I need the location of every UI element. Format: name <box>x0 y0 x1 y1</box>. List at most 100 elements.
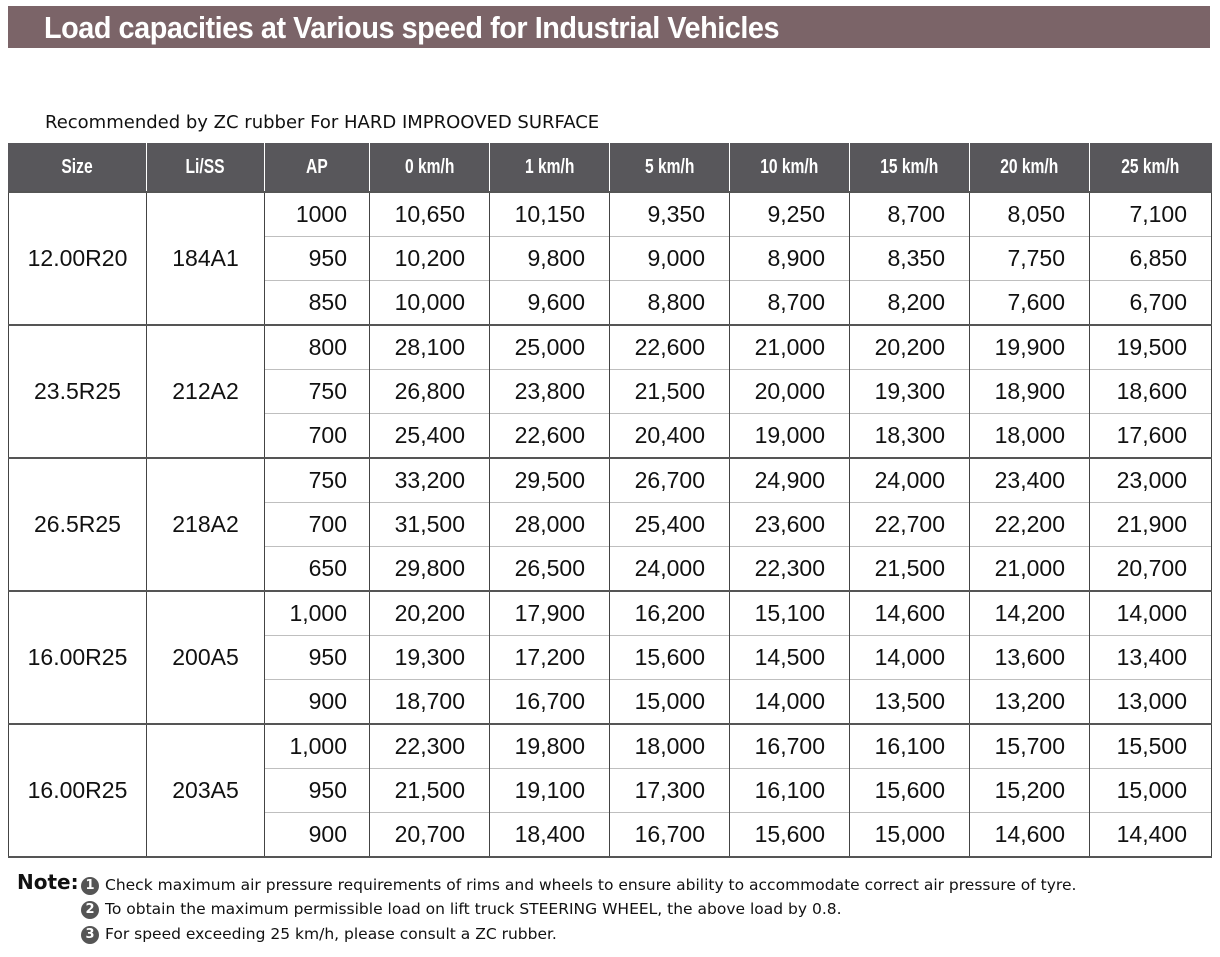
load-value-cell: 14,400 <box>1089 812 1212 858</box>
load-value-cell: 19,300 <box>849 369 970 414</box>
load-value-cell: 7,600 <box>969 280 1090 325</box>
size-cell: 16.00R25 <box>8 723 147 858</box>
liss-cell: 184A1 <box>146 191 265 326</box>
load-value-cell: 20,700 <box>369 812 490 858</box>
ap-cell: 800 <box>264 324 370 370</box>
table-row: 900 18,700 16,700 15,000 14,000 13,500 13,200 1… <box>9 679 1212 724</box>
load-value-cell: 19,300 <box>369 635 490 680</box>
load-value-cell: 26,800 <box>369 369 490 414</box>
load-value-cell: 13,000 <box>1089 679 1212 724</box>
load-value-cell: 9,350 <box>609 191 730 237</box>
ap-cell: 750 <box>264 369 370 414</box>
load-value-cell: 10,650 <box>369 191 490 237</box>
table-row: 950 10,200 9,800 9,000 8,900 8,350 7,750 6,850 <box>9 236 1212 281</box>
table-subtitle: Recommended by ZC rubber For HARD IMPROO… <box>45 112 600 133</box>
load-value-cell: 20,200 <box>369 590 490 636</box>
title-bar: Load capacities at Various speed for Ind… <box>8 6 1210 48</box>
load-value-cell: 16,700 <box>729 723 850 769</box>
load-value-cell: 17,600 <box>1089 413 1212 458</box>
note-number-icon: 2 <box>81 901 99 919</box>
load-value-cell: 21,900 <box>1089 502 1212 547</box>
load-value-cell: 15,100 <box>729 590 850 636</box>
load-value-cell: 24,000 <box>849 457 970 503</box>
header-speed-20: 20 km/h <box>969 143 1090 192</box>
load-value-cell: 17,300 <box>609 768 730 813</box>
note-item: 1 Check maximum air pressure requirements… <box>81 876 1076 895</box>
note-item: 2 To obtain the maximum permissible load … <box>81 900 842 919</box>
load-value-cell: 25,000 <box>489 324 610 370</box>
note-text: Check maximum air pressure requirements … <box>105 876 1077 894</box>
load-value-cell: 15,000 <box>609 679 730 724</box>
load-value-cell: 25,400 <box>369 413 490 458</box>
load-value-cell: 14,600 <box>849 590 970 636</box>
header-speed-0: 0 km/h <box>369 143 490 192</box>
ap-cell: 950 <box>264 635 370 680</box>
load-value-cell: 13,500 <box>849 679 970 724</box>
load-value-cell: 10,000 <box>369 280 490 325</box>
table-row: 12.00R20 184A1 1000 10,650 10,150 9,350 9,250 8… <box>8 191 1212 326</box>
load-value-cell: 16,200 <box>609 590 730 636</box>
liss-cell: 203A5 <box>146 723 265 858</box>
ap-cell: 1,000 <box>264 723 370 769</box>
load-value-cell: 22,600 <box>489 413 610 458</box>
size-cell: 12.00R20 <box>8 191 147 326</box>
notes-label: Note: <box>17 870 79 894</box>
ap-cell: 700 <box>264 413 370 458</box>
load-value-cell: 7,750 <box>969 236 1090 281</box>
load-value-cell: 17,200 <box>489 635 610 680</box>
load-value-cell: 18,600 <box>1089 369 1212 414</box>
ap-cell: 950 <box>264 768 370 813</box>
load-value-cell: 22,300 <box>729 546 850 591</box>
load-value-cell: 14,500 <box>729 635 850 680</box>
ap-cell: 950 <box>264 236 370 281</box>
load-value-cell: 19,900 <box>969 324 1090 370</box>
load-value-cell: 10,150 <box>489 191 610 237</box>
load-value-cell: 14,600 <box>969 812 1090 858</box>
load-value-cell: 20,000 <box>729 369 850 414</box>
load-value-cell: 16,700 <box>489 679 610 724</box>
table-row: 700 31,500 28,000 25,400 23,600 22,700 22,200 2… <box>9 502 1212 547</box>
note-text: To obtain the maximum permissible load o… <box>105 900 842 918</box>
table-row: 700 25,400 22,600 20,400 19,000 18,300 18,000 1… <box>9 413 1212 458</box>
load-value-cell: 25,400 <box>609 502 730 547</box>
load-value-cell: 14,000 <box>849 635 970 680</box>
load-value-cell: 14,000 <box>1089 590 1212 636</box>
load-value-cell: 26,500 <box>489 546 610 591</box>
ap-cell: 650 <box>264 546 370 591</box>
table-row: 900 20,700 18,400 16,700 15,600 15,000 14,600 1… <box>9 812 1212 858</box>
load-value-cell: 9,000 <box>609 236 730 281</box>
load-value-cell: 8,800 <box>609 280 730 325</box>
size-cell: 26.5R25 <box>8 457 147 592</box>
load-value-cell: 20,400 <box>609 413 730 458</box>
table-row: 950 19,300 17,200 15,600 14,500 14,000 13,600 1… <box>9 635 1212 680</box>
liss-cell: 212A2 <box>146 324 265 459</box>
header-speed-15: 15 km/h <box>849 143 970 192</box>
load-value-cell: 24,000 <box>609 546 730 591</box>
load-value-cell: 10,200 <box>369 236 490 281</box>
note-text: For speed exceeding 25 km/h, please cons… <box>105 925 557 943</box>
load-value-cell: 28,100 <box>369 324 490 370</box>
load-value-cell: 8,350 <box>849 236 970 281</box>
load-value-cell: 20,700 <box>1089 546 1212 591</box>
load-value-cell: 7,100 <box>1089 191 1212 237</box>
load-value-cell: 15,500 <box>1089 723 1212 769</box>
table-row: 750 26,800 23,800 21,500 20,000 19,300 18,900 1… <box>9 369 1212 414</box>
load-value-cell: 19,000 <box>729 413 850 458</box>
liss-cell: 218A2 <box>146 457 265 592</box>
note-number-icon: 3 <box>81 926 99 944</box>
load-value-cell: 23,800 <box>489 369 610 414</box>
table-row: 950 21,500 19,100 17,300 16,100 15,600 15,200 1… <box>9 768 1212 813</box>
load-value-cell: 33,200 <box>369 457 490 503</box>
header-speed-10: 10 km/h <box>729 143 850 192</box>
table-row: 850 10,000 9,600 8,800 8,700 8,200 7,600 6,700 <box>9 280 1212 325</box>
table-row: 16.00R25 200A5 1,000 20,200 17,900 16,200 15,1… <box>8 590 1212 725</box>
table-body: 12.00R20 184A1 1000 10,650 10,150 9,350 9,250 8… <box>8 191 1212 858</box>
load-value-cell: 8,900 <box>729 236 850 281</box>
header-speed-5: 5 km/h <box>609 143 730 192</box>
load-value-cell: 15,600 <box>849 768 970 813</box>
header-size: Size <box>8 143 147 192</box>
header-liss: Li/SS <box>146 143 265 192</box>
load-value-cell: 15,200 <box>969 768 1090 813</box>
load-value-cell: 29,500 <box>489 457 610 503</box>
load-value-cell: 13,600 <box>969 635 1090 680</box>
